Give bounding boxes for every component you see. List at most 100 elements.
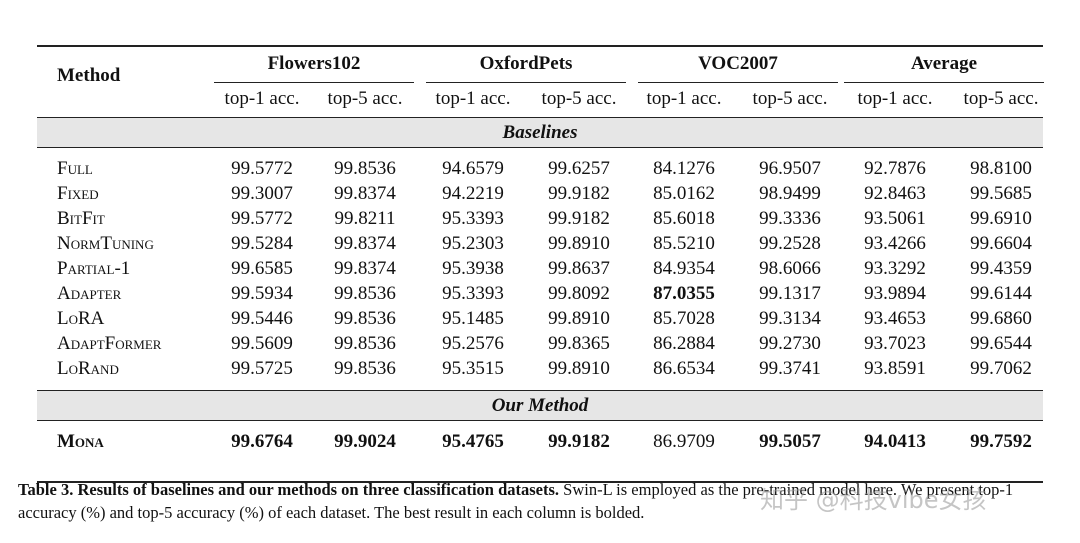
- subheader: top-5 acc.: [327, 88, 403, 109]
- cell: 99.5284: [231, 233, 293, 254]
- cell: 99.7062: [970, 358, 1032, 379]
- caption: Table 3. Results of baselines and our me…: [18, 478, 1068, 524]
- rule: [37, 45, 1043, 47]
- cell: 99.3336: [759, 208, 821, 229]
- subheader: top-1 acc.: [224, 88, 300, 109]
- cell: 95.3938: [442, 258, 504, 279]
- subheader: top-1 acc.: [435, 88, 511, 109]
- rule: [37, 117, 1043, 118]
- group-header: Flowers102: [267, 53, 361, 74]
- cell: 99.8374: [334, 233, 396, 254]
- cell: 85.5210: [653, 233, 715, 254]
- method-name: NormTuning: [57, 233, 154, 254]
- group-header: VOC2007: [698, 53, 778, 74]
- cell: 93.4653: [864, 308, 926, 329]
- cell: 99.6764: [231, 431, 293, 452]
- rule: [37, 420, 1043, 421]
- method-name: LoRA: [57, 308, 105, 329]
- cell: 99.5934: [231, 283, 293, 304]
- caption-bold: Results of baselines and our methods on …: [77, 480, 560, 499]
- method-name: AdaptFormer: [57, 333, 162, 354]
- cell: 99.8374: [334, 183, 396, 204]
- cell: 85.6018: [653, 208, 715, 229]
- cell: 98.8100: [970, 158, 1032, 179]
- cell: 94.2219: [442, 183, 504, 204]
- cell: 99.8092: [548, 283, 610, 304]
- cell: 99.8365: [548, 333, 610, 354]
- method-name: LoRand: [57, 358, 119, 379]
- cell: 99.9024: [334, 431, 396, 452]
- cell: 99.3741: [759, 358, 821, 379]
- cell: 99.8211: [334, 208, 396, 229]
- subheader: top-5 acc.: [963, 88, 1039, 109]
- cell: 92.7876: [864, 158, 926, 179]
- method-name: Fixed: [57, 183, 99, 204]
- cell: 99.8536: [334, 308, 396, 329]
- method-name: Mona: [57, 431, 104, 452]
- subheader: top-5 acc.: [541, 88, 617, 109]
- cell: 99.5772: [231, 208, 293, 229]
- method-name: BitFit: [57, 208, 105, 229]
- cell: 96.9507: [759, 158, 821, 179]
- cell: 99.6604: [970, 233, 1032, 254]
- section-band: [37, 391, 1043, 420]
- rule: [844, 82, 1044, 83]
- rule: [426, 82, 626, 83]
- method-header: Method: [57, 65, 121, 86]
- cell: 99.8637: [548, 258, 610, 279]
- cell: 99.6860: [970, 308, 1032, 329]
- cell: 86.6534: [653, 358, 715, 379]
- cell: 94.6579: [442, 158, 504, 179]
- cell: 94.0413: [864, 431, 926, 452]
- rule: [37, 390, 1043, 391]
- cell: 99.9182: [548, 208, 610, 229]
- cell: 95.3393: [442, 208, 504, 229]
- cell: 99.9182: [548, 431, 610, 452]
- rule: [37, 147, 1043, 148]
- watermark: 知乎 @科技vibe女孩: [760, 486, 987, 514]
- cell: 99.5685: [970, 183, 1032, 204]
- cell: 98.6066: [759, 258, 821, 279]
- cell: 93.4266: [864, 233, 926, 254]
- caption-label: Table 3.: [18, 480, 74, 499]
- cell: 86.9709: [653, 431, 715, 452]
- cell: 99.8536: [334, 158, 396, 179]
- cell: 95.3515: [442, 358, 504, 379]
- cell: 99.1317: [759, 283, 821, 304]
- rule: [214, 82, 414, 83]
- subheader: top-5 acc.: [752, 88, 828, 109]
- cell: 99.6585: [231, 258, 293, 279]
- cell: 99.9182: [548, 183, 610, 204]
- subheader: top-1 acc.: [857, 88, 933, 109]
- cell: 87.0355: [653, 283, 715, 304]
- rule: [638, 82, 838, 83]
- cell: 99.8910: [548, 308, 610, 329]
- group-header: Average: [910, 53, 978, 74]
- cell: 99.6910: [970, 208, 1032, 229]
- cell: 99.8536: [334, 333, 396, 354]
- cell: 99.3007: [231, 183, 293, 204]
- section-title: Our Method: [491, 395, 589, 416]
- cell: 99.5725: [231, 358, 293, 379]
- cell: 84.1276: [653, 158, 715, 179]
- cell: 99.6544: [970, 333, 1032, 354]
- cell: 99.6257: [548, 158, 610, 179]
- method-name: Adapter: [57, 283, 122, 304]
- cell: 85.0162: [653, 183, 715, 204]
- cell: 99.8536: [334, 283, 396, 304]
- cell: 99.6144: [970, 283, 1032, 304]
- rule: [37, 481, 1043, 483]
- cell: 99.5609: [231, 333, 293, 354]
- cell: 99.5446: [231, 308, 293, 329]
- cell: 93.9894: [864, 283, 926, 304]
- cell: 99.8910: [548, 358, 610, 379]
- cell: 86.2884: [653, 333, 715, 354]
- group-header: OxfordPets: [479, 53, 573, 74]
- cell: 99.8536: [334, 358, 396, 379]
- method-name: Partial-1: [57, 258, 131, 279]
- cell: 99.5772: [231, 158, 293, 179]
- subheader: top-1 acc.: [646, 88, 722, 109]
- cell: 93.8591: [864, 358, 926, 379]
- cell: 99.4359: [970, 258, 1032, 279]
